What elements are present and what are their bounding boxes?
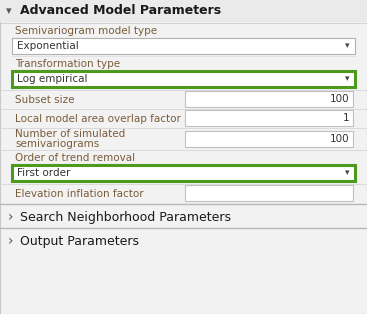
Text: Subset size: Subset size (15, 95, 75, 105)
Bar (185, 91, 353, 107)
Text: semivariograms: semivariograms (15, 139, 99, 149)
Text: ▾: ▾ (345, 41, 349, 51)
Text: Output Parameters: Output Parameters (20, 235, 139, 247)
Text: ›: › (8, 210, 14, 224)
Text: Transformation type: Transformation type (15, 59, 120, 69)
Bar (12, 38, 355, 54)
Text: Elevation inflation factor: Elevation inflation factor (15, 189, 143, 199)
Text: Order of trend removal: Order of trend removal (15, 153, 135, 163)
Text: ›: › (8, 234, 14, 248)
Text: First order: First order (17, 168, 70, 178)
Text: Search Neighborhood Parameters: Search Neighborhood Parameters (20, 210, 231, 224)
Text: ▾: ▾ (345, 169, 349, 177)
Bar (12, 71, 355, 87)
Bar (185, 185, 353, 201)
Bar (12, 165, 355, 181)
Text: 100: 100 (329, 94, 349, 104)
Text: ▾: ▾ (6, 6, 12, 16)
Text: Number of simulated: Number of simulated (15, 129, 125, 139)
Bar (0, 0, 367, 22)
Text: 100: 100 (329, 134, 349, 144)
Text: ▾: ▾ (345, 74, 349, 84)
Text: Log empirical: Log empirical (17, 74, 87, 84)
Text: Exponential: Exponential (17, 41, 79, 51)
Bar (185, 131, 353, 147)
Text: Advanced Model Parameters: Advanced Model Parameters (20, 4, 221, 18)
Text: Local model area overlap factor: Local model area overlap factor (15, 114, 181, 124)
Bar (185, 110, 353, 126)
Text: Semivariogram model type: Semivariogram model type (15, 26, 157, 36)
Text: 1: 1 (342, 113, 349, 123)
